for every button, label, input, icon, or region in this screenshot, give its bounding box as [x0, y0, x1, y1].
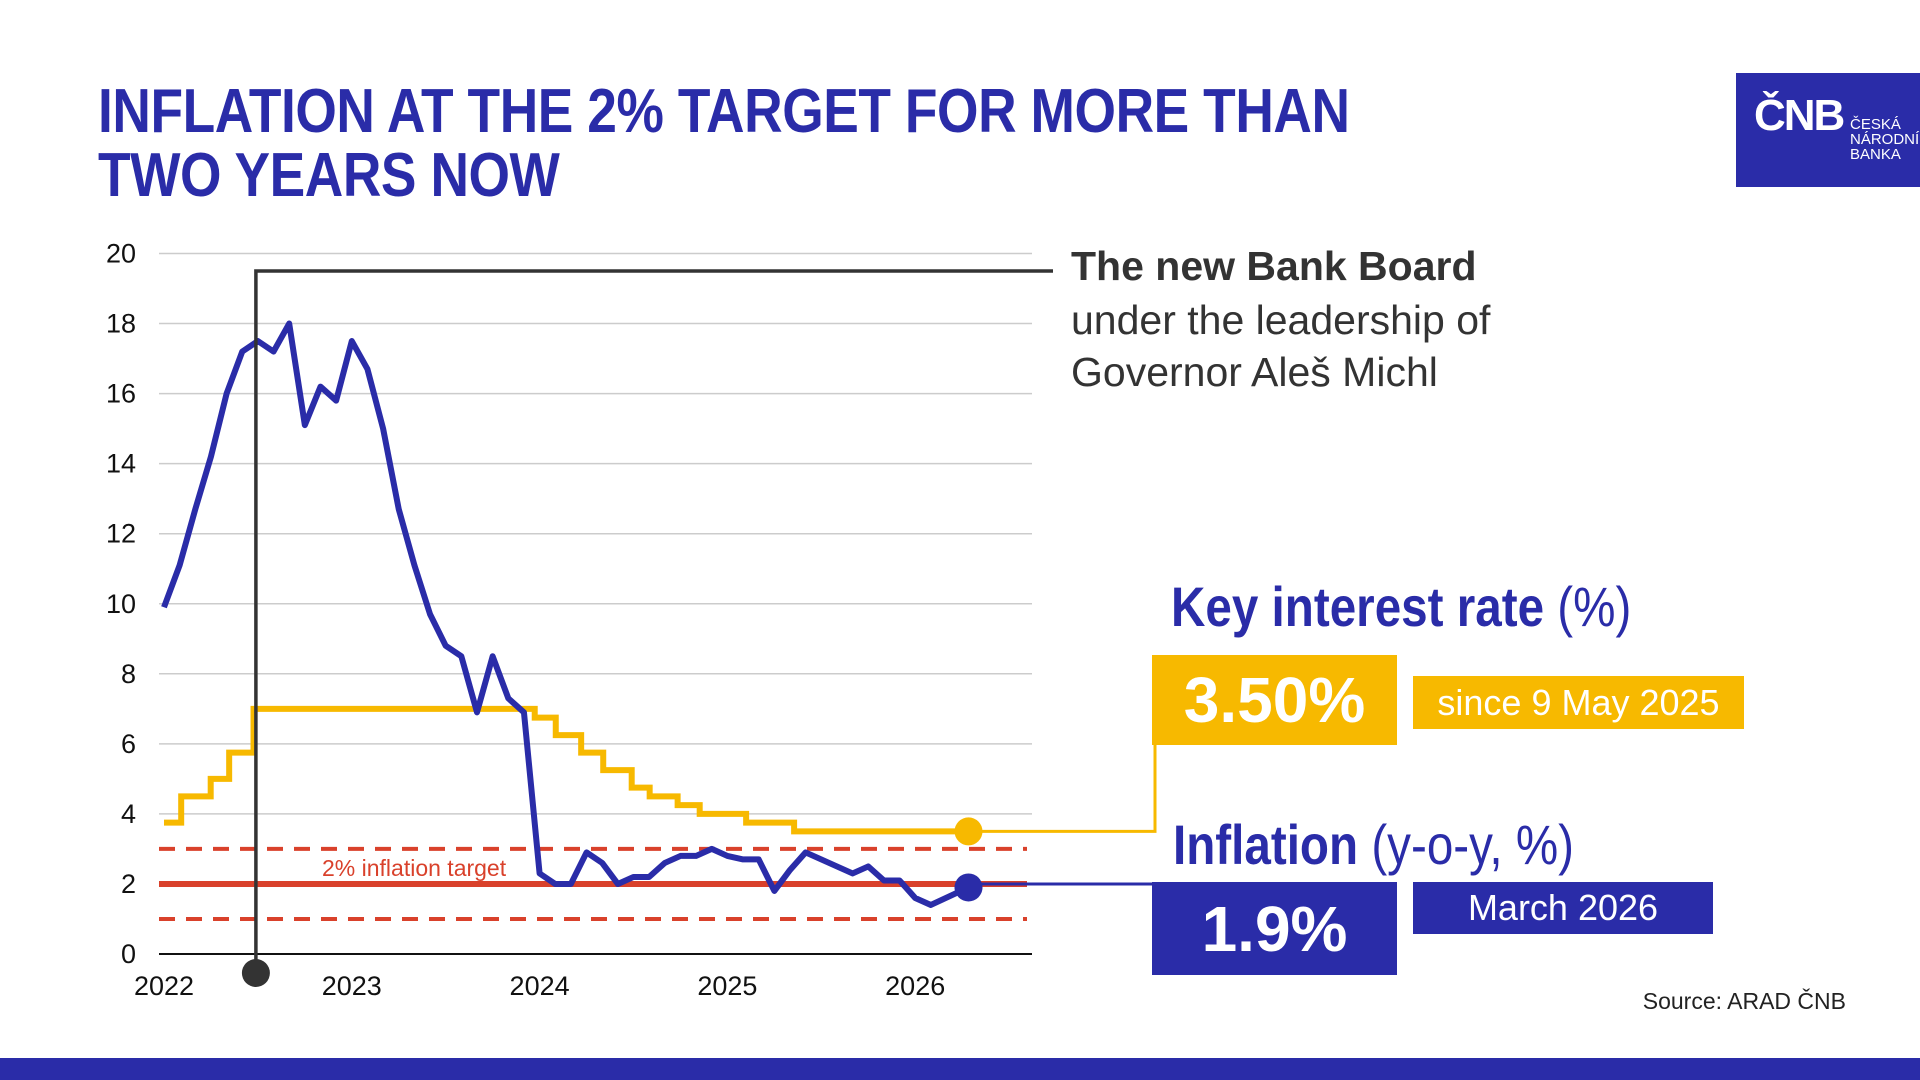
key-rate-since: since 9 May 2025: [1413, 676, 1744, 729]
inflation-period: March 2026: [1413, 882, 1713, 934]
inflation-value: 1.9%: [1152, 882, 1397, 975]
title-line-1: INFLATION AT THE 2% TARGET FOR MORE THAN: [98, 77, 1350, 146]
y-tick-label: 2: [121, 869, 136, 899]
source-note: Source: ARAD ČNB: [1642, 988, 1846, 1014]
x-tick-label: 2026: [885, 971, 945, 1001]
inflation-line: [161, 320, 970, 908]
y-tick-label: 6: [121, 729, 136, 759]
key-rate-label: Key interest rate: [1171, 575, 1545, 638]
target-label: 2% inflation target: [322, 855, 507, 881]
annotation-line-2: under the leadership of: [1071, 297, 1491, 343]
key-rate-line: [164, 705, 969, 835]
y-tick-label: 20: [106, 239, 136, 269]
y-tick-label: 8: [121, 659, 136, 689]
key-rate-unit: (%): [1557, 575, 1632, 638]
key-rate-connector: [968, 745, 1157, 833]
footer-bar: [0, 1058, 1920, 1080]
inflation-title: Inflation (y-o-y, %): [1173, 812, 1574, 877]
x-tick-label: 2024: [510, 971, 570, 1001]
annotation-line-1: The new Bank Board: [1071, 243, 1477, 289]
y-tick-label: 12: [106, 519, 136, 549]
inflation-end-dot: [954, 873, 983, 902]
x-tick-label: 2025: [697, 971, 757, 1001]
cnb-logo: ČNB ČESKÁ NÁRODNÍ BANKA: [1736, 73, 1920, 187]
y-tick-label: 10: [106, 589, 136, 619]
logo-line: BANKA: [1850, 146, 1901, 163]
x-tick-label: 2023: [322, 971, 382, 1001]
inflation-unit: (y-o-y, %): [1371, 813, 1575, 876]
logo-line: ČESKÁ: [1850, 116, 1901, 133]
y-tick-label: 0: [121, 939, 136, 969]
inflation-label: Inflation: [1173, 813, 1359, 876]
logo-line: NÁRODNÍ: [1850, 131, 1920, 148]
y-tick-label: 18: [106, 309, 136, 339]
page-title: INFLATION AT THE 2% TARGET FOR MORE THAN…: [98, 80, 1350, 208]
key-rate-value: 3.50%: [1152, 655, 1397, 745]
logo-text: ČESKÁ NÁRODNÍ BANKA: [1850, 117, 1919, 162]
x-tick-label: 2022: [134, 971, 194, 1001]
board-annotation-line: [254, 269, 1053, 973]
key-rate-title: Key interest rate (%): [1171, 574, 1631, 639]
logo-mark: ČNB: [1754, 91, 1845, 140]
y-tick-label: 4: [121, 799, 136, 829]
y-tick-label: 16: [106, 379, 136, 409]
board-annotation-dot: [241, 959, 270, 987]
key-rate-end-dot: [954, 817, 983, 846]
title-line-2: TWO YEARS NOW: [98, 141, 560, 210]
y-tick-label: 14: [106, 449, 136, 479]
annotation-line-3: Governor Aleš Michl: [1071, 349, 1438, 395]
